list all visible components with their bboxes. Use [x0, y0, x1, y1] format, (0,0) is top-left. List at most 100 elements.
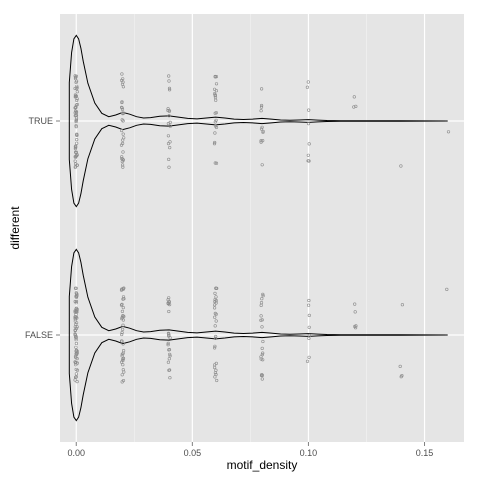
data-point: [259, 357, 263, 361]
violin-false: [68, 248, 448, 422]
data-point: [213, 161, 217, 165]
x-tick-label: 0.10: [300, 448, 318, 458]
data-point: [400, 374, 404, 378]
data-point: [259, 314, 263, 318]
x-axis-title: motif_density: [227, 458, 298, 472]
violin-true: [68, 34, 448, 208]
data-point: [120, 332, 124, 337]
data-point: [120, 106, 124, 110]
data-point: [260, 297, 264, 301]
data-point: [120, 302, 124, 307]
data-point: [119, 288, 124, 292]
data-point: [213, 303, 217, 307]
data-point: [74, 119, 78, 124]
data-point: [120, 82, 125, 86]
data-point: [400, 303, 405, 307]
data-point: [214, 118, 218, 122]
x-tick-label: 0.15: [416, 448, 434, 458]
data-point: [260, 353, 264, 357]
data-point: [214, 319, 218, 323]
y-axis-title: different: [8, 206, 22, 250]
data-point: [214, 98, 218, 102]
data-point: [120, 309, 124, 314]
data-point: [167, 296, 171, 300]
data-point: [214, 334, 218, 339]
data-point: [260, 377, 264, 381]
data-point: [167, 109, 171, 113]
data-point: [213, 375, 217, 379]
data-point: [75, 98, 79, 102]
data-point: [213, 324, 217, 328]
data-point: [167, 165, 171, 169]
data-point: [166, 331, 171, 336]
data-point: [306, 80, 310, 84]
data-point: [307, 142, 311, 146]
data-point: [121, 111, 126, 115]
data-point: [74, 294, 78, 299]
data-point: [260, 87, 264, 91]
data-point: [74, 309, 79, 313]
data-point: [260, 318, 264, 322]
data-point: [307, 108, 311, 112]
data-point: [260, 125, 264, 129]
data-point: [73, 74, 77, 78]
data-point: [307, 159, 311, 163]
data-point: [166, 360, 170, 364]
data-point: [168, 146, 172, 150]
data-point: [353, 302, 357, 306]
data-point: [74, 345, 78, 349]
data-point: [213, 306, 217, 310]
data-point: [213, 140, 217, 145]
data-point: [307, 325, 311, 329]
data-point: [122, 297, 126, 301]
data-point: [75, 85, 79, 90]
data-point: [213, 336, 218, 341]
data-point: [73, 109, 78, 113]
data-point: [121, 165, 125, 169]
data-point: [168, 352, 172, 357]
data-point: [73, 328, 77, 332]
data-point: [213, 311, 217, 316]
data-point: [167, 114, 171, 118]
data-point: [213, 94, 217, 98]
data-point: [168, 88, 172, 92]
data-point: [73, 299, 77, 304]
data-point: [213, 315, 217, 319]
data-point: [214, 368, 218, 372]
data-point: [167, 368, 171, 372]
data-point: [120, 352, 124, 356]
data-point: [120, 78, 124, 82]
data-point: [167, 333, 171, 337]
x-axis: 0.00 0.05 0.10 0.15: [67, 442, 433, 458]
data-point: [213, 124, 218, 128]
data-point: [352, 105, 356, 109]
data-point: [74, 299, 79, 304]
data-point: [120, 141, 125, 146]
data-point: [167, 357, 171, 361]
data-point: [74, 367, 78, 372]
data-point: [168, 376, 172, 380]
data-point: [166, 298, 170, 302]
data-point: [213, 291, 217, 296]
data-point: [122, 286, 126, 290]
data-point: [214, 286, 218, 290]
data-point: [74, 341, 78, 346]
data-point: [166, 107, 170, 111]
data-point: [74, 116, 79, 120]
data-point: [121, 356, 126, 360]
data-point: [121, 150, 125, 154]
data-point: [75, 380, 79, 384]
data-point: [446, 130, 451, 134]
data-point: [307, 298, 311, 303]
data-point: [307, 336, 311, 341]
point-layer: [73, 72, 451, 384]
data-point: [75, 84, 79, 88]
data-point: [354, 104, 358, 108]
data-point: [166, 142, 171, 146]
data-point: [214, 161, 219, 165]
data-point: [214, 312, 218, 316]
data-point: [73, 375, 78, 379]
y-tick-label: FALSE: [25, 330, 53, 340]
data-point: [213, 120, 217, 124]
